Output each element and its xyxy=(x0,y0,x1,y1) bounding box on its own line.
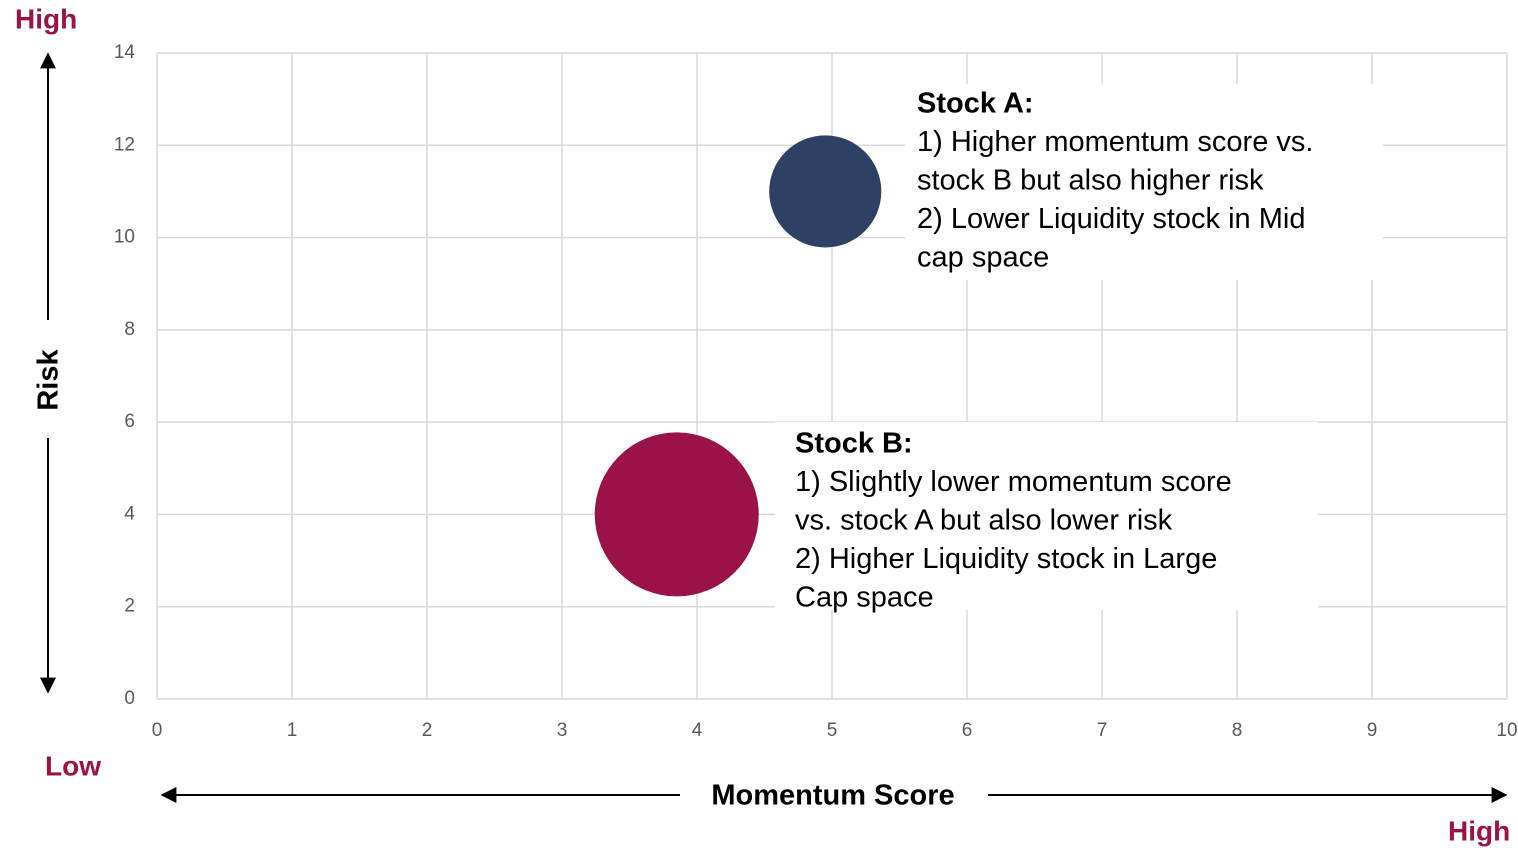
x-tick-label: 8 xyxy=(1232,720,1243,741)
y-tick-label: 12 xyxy=(114,134,135,155)
bubbles xyxy=(594,135,882,597)
y-high-label: High xyxy=(15,3,77,34)
y-tick-label: 14 xyxy=(114,42,136,63)
annotation-line: 2) Higher Liquidity stock in Large xyxy=(795,543,1217,575)
annotation-line: stock B but also higher risk xyxy=(917,165,1264,197)
annotation-line: 1) Higher momentum score vs. xyxy=(917,126,1313,158)
x-tick-label: 10 xyxy=(1496,720,1517,741)
annotation-box xyxy=(775,422,1318,610)
y-axis-label: Risk xyxy=(33,349,65,411)
x-tick-label: 3 xyxy=(557,720,568,741)
x-tick-label: 7 xyxy=(1097,720,1108,741)
annotation-line: 1) Slightly lower momentum score xyxy=(795,466,1232,498)
annotation-title: Stock A: xyxy=(917,88,1034,120)
x-tick-label: 9 xyxy=(1367,720,1378,741)
x-high-label: High xyxy=(1448,815,1510,846)
y-tick-label: 6 xyxy=(124,411,135,432)
y-tick-label: 4 xyxy=(124,503,135,524)
annotation-line: cap space xyxy=(917,242,1049,274)
x-axis-label: Momentum Score xyxy=(711,780,954,812)
x-tick-label: 1 xyxy=(287,720,298,741)
bubble xyxy=(594,432,759,597)
low-label: Low xyxy=(45,750,101,781)
y-tick-label: 10 xyxy=(114,227,135,248)
y-tick-label: 2 xyxy=(124,596,135,617)
annotation-line: Cap space xyxy=(795,582,934,614)
x-tick-label: 4 xyxy=(692,720,703,741)
annotation-line: vs. stock A but also lower risk xyxy=(795,505,1173,537)
x-tick-label: 2 xyxy=(422,720,433,741)
bubble xyxy=(769,135,882,248)
x-tick-label: 6 xyxy=(962,720,973,741)
y-tick-label: 0 xyxy=(124,688,135,709)
x-tick-label: 5 xyxy=(827,720,838,741)
x-tick-label: 0 xyxy=(152,720,163,741)
y-tick-label: 8 xyxy=(124,319,135,340)
annotation-line: 2) Lower Liquidity stock in Mid xyxy=(917,203,1305,235)
annotations: Stock A: 1) Higher momentum score vs. stoc… xyxy=(775,84,1383,614)
annotation-title: Stock B: xyxy=(795,428,913,460)
annotation-box xyxy=(905,84,1383,280)
